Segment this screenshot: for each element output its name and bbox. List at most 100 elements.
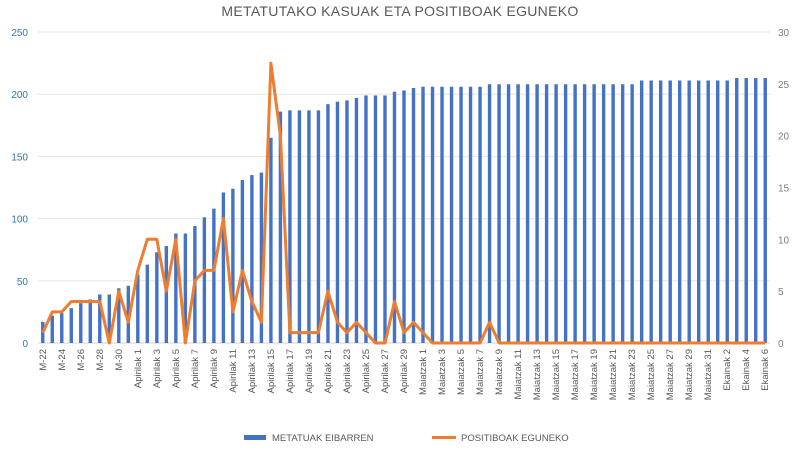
x-tick-label: Apirilak 19 xyxy=(304,349,315,393)
bar xyxy=(506,84,511,344)
right-tick-label: 5 xyxy=(778,287,784,298)
bar xyxy=(345,100,349,343)
left-tick-label: 200 xyxy=(11,90,28,101)
x-tick-label: Maiatzak 5 xyxy=(456,349,467,395)
bar xyxy=(174,233,178,343)
x-tick-label: Apirilak 3 xyxy=(152,349,163,388)
x-tick-label: Maiatzak 17 xyxy=(570,349,581,400)
x-tick-label: M-28 xyxy=(95,349,106,371)
bar xyxy=(117,288,121,343)
left-tick-label: 50 xyxy=(17,277,29,288)
bar xyxy=(221,192,226,343)
x-tick-label: Ekainak 2 xyxy=(722,349,733,391)
x-tick-label: Apirilak 7 xyxy=(190,349,201,388)
x-tick-label: Apirilak 1 xyxy=(133,349,144,388)
x-tick-label: Apirilak 21 xyxy=(323,349,334,393)
bar xyxy=(592,84,596,344)
right-tick-label: 20 xyxy=(778,132,790,143)
bar xyxy=(402,90,406,343)
x-tick-label: Apirilak 27 xyxy=(380,349,391,393)
x-tick-label: Ekainak 6 xyxy=(760,349,771,391)
bar xyxy=(383,95,387,343)
x-tick-label: Apirilak 15 xyxy=(266,349,277,393)
x-tick-label: Maiatzak 19 xyxy=(589,349,600,400)
x-tick-label: Maiatzak 11 xyxy=(513,349,524,400)
bar xyxy=(373,95,378,343)
bar xyxy=(183,233,188,343)
bar xyxy=(744,78,748,343)
left-tick-label: 250 xyxy=(11,28,28,39)
bar xyxy=(164,245,169,343)
bar xyxy=(516,84,520,344)
bar xyxy=(497,84,501,344)
bar xyxy=(459,86,463,344)
x-tick-label: Maiatzak 31 xyxy=(703,349,714,400)
bar xyxy=(687,80,691,344)
bar xyxy=(278,111,283,343)
right-tick-label: 15 xyxy=(778,184,790,195)
bar xyxy=(754,78,758,343)
bar xyxy=(716,80,720,344)
left-tick-label: 0 xyxy=(22,339,28,350)
bar xyxy=(202,217,207,343)
bar xyxy=(107,294,111,343)
bar xyxy=(297,110,302,343)
x-tick-label: Apirilak 29 xyxy=(399,349,410,393)
bar xyxy=(630,84,634,344)
x-tick-label: Apirilak 11 xyxy=(228,349,239,393)
bar xyxy=(706,80,710,344)
bar xyxy=(50,315,54,343)
bar xyxy=(649,80,653,344)
bar xyxy=(601,84,606,344)
bar xyxy=(231,188,235,343)
bar xyxy=(478,86,482,344)
x-tick-label: Apirilak 5 xyxy=(171,349,182,388)
bar xyxy=(544,84,549,344)
left-axis-ticks: 0 50 100 150 200 250 xyxy=(11,28,28,350)
bar xyxy=(430,86,435,344)
bar xyxy=(411,87,416,343)
x-tick-label: Apirilak 13 xyxy=(247,349,258,393)
x-tick-label: Maiatzak 29 xyxy=(684,349,695,400)
bar xyxy=(440,86,444,344)
x-tick-label: Apirilak 25 xyxy=(361,349,372,393)
bar xyxy=(240,180,245,343)
bar xyxy=(763,78,767,343)
x-tick-label: Maiatzak 25 xyxy=(646,349,657,400)
x-tick-label: Maiatzak 21 xyxy=(608,349,619,400)
bar xyxy=(145,264,150,343)
bar xyxy=(487,84,492,344)
bar xyxy=(573,84,577,344)
bar xyxy=(250,175,254,343)
legend-swatch-bar xyxy=(244,435,266,440)
line-series xyxy=(41,61,766,345)
bar xyxy=(69,308,73,343)
bar xyxy=(60,313,64,343)
x-tick-label: M-22 xyxy=(38,349,49,371)
x-tick-label: Apirilak 23 xyxy=(342,349,353,393)
bar xyxy=(212,208,216,343)
left-tick-label: 100 xyxy=(11,215,28,226)
right-axis-ticks: 0 5 10 15 20 25 30 xyxy=(778,28,790,350)
x-tick-label: Maiatzak 15 xyxy=(551,349,562,400)
bar xyxy=(620,84,625,344)
bar xyxy=(535,84,539,344)
bar xyxy=(421,86,425,344)
x-tick-label: Apirilak 9 xyxy=(209,349,220,388)
legend-label-line: POSITIBOAK EGUNEKO xyxy=(461,433,569,444)
bar xyxy=(307,110,311,343)
bar xyxy=(364,95,368,343)
bar xyxy=(335,101,340,343)
x-tick-label: Maiatzak 13 xyxy=(532,349,543,400)
bar xyxy=(98,294,102,343)
chart-title: METATUTAKO KASUAK ETA POSITIBOAK EGUNEKO xyxy=(221,3,578,19)
bar xyxy=(611,84,615,344)
x-tick-label: M-30 xyxy=(114,349,125,371)
bar xyxy=(259,172,264,343)
bar xyxy=(392,91,397,343)
right-tick-label: 25 xyxy=(778,80,790,91)
bar xyxy=(563,84,568,344)
bar xyxy=(79,303,83,343)
bar xyxy=(554,84,558,344)
bar xyxy=(326,104,330,343)
